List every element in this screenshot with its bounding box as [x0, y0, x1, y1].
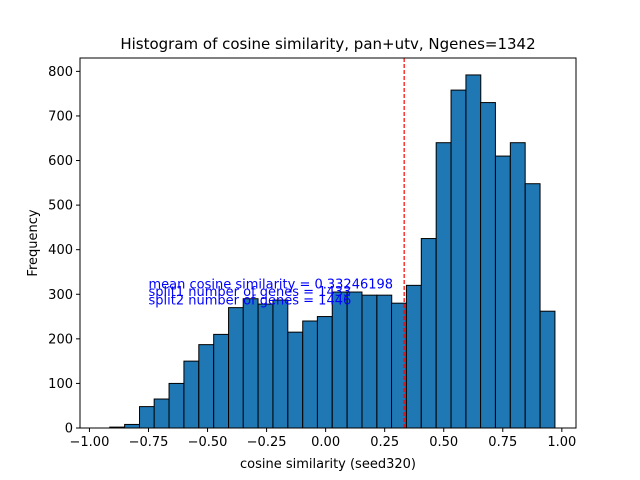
histogram-bar	[139, 406, 155, 429]
histogram-bar	[405, 284, 422, 429]
histogram-bar	[435, 142, 452, 429]
x-tick-label: 0.25	[370, 435, 399, 450]
histogram-bar	[524, 183, 541, 429]
chart-title: Histogram of cosine similarity, pan+utv,…	[120, 35, 535, 53]
annotations-group: mean cosine similarity = 0.33246198split…	[148, 277, 393, 308]
y-tick-label: 0	[65, 422, 73, 437]
histogram-bar	[539, 310, 556, 429]
histogram-bar	[450, 89, 467, 429]
x-tick-label: −0.25	[247, 435, 287, 450]
histogram-bar	[302, 320, 319, 429]
y-tick-label: 600	[48, 154, 73, 169]
y-tick-label: 700	[48, 109, 73, 124]
histogram-bar	[198, 344, 215, 429]
histogram-bar	[331, 291, 348, 429]
histogram-bar	[183, 360, 200, 429]
histogram-bar	[376, 294, 393, 429]
y-tick-label: 100	[48, 377, 73, 392]
histogram-bar	[242, 298, 259, 429]
histogram-bar	[316, 316, 333, 429]
bars-group	[109, 74, 556, 429]
y-tick-label: 300	[48, 288, 73, 303]
annotation-text: mean cosine similarity = 0.33246198	[148, 277, 393, 292]
x-tick-label: −0.75	[129, 435, 169, 450]
x-tick-label: −1.00	[70, 435, 110, 450]
y-tick-label: 500	[48, 199, 73, 214]
histogram-bar	[346, 291, 363, 429]
histogram-bar	[257, 303, 274, 429]
histogram-bar	[228, 307, 244, 429]
histogram-bar	[124, 423, 140, 429]
histogram-bar	[465, 74, 482, 429]
histogram-bar	[272, 299, 289, 429]
histogram-bar	[420, 238, 437, 429]
x-axis-title: cosine similarity (seed320)	[240, 457, 416, 472]
plot-frame	[79, 57, 577, 429]
y-tick-label: 200	[48, 332, 73, 347]
x-tick-label: 1.00	[547, 435, 576, 450]
annotation-text: split1 number of genes = 1433	[148, 285, 351, 300]
x-tick-label: 0.00	[311, 435, 340, 450]
histogram-bar	[494, 155, 511, 429]
histogram-bar	[168, 382, 185, 429]
histogram-bar	[213, 333, 230, 429]
x-tick-label: 0.75	[488, 435, 517, 450]
histogram-bar	[480, 102, 496, 429]
y-axis-title: Frequency	[26, 209, 41, 276]
y-tick-label: 400	[48, 243, 73, 258]
histogram-bar	[509, 142, 526, 429]
x-axis: −1.00 −0.75 −0.50 −0.25 0.00 0.25 0.50 0.75 1.00	[70, 428, 576, 450]
x-tick-label: −0.50	[188, 435, 228, 450]
histogram-bar	[287, 331, 304, 429]
histogram-bar	[361, 294, 378, 429]
annotation-text: split2 number of genes = 1446	[148, 294, 351, 309]
y-axis: 0 100 200 300 400 500 600 700 800	[48, 65, 80, 437]
y-tick-label: 800	[48, 65, 73, 80]
x-tick-label: 0.50	[429, 435, 458, 450]
histogram-bar	[153, 398, 170, 429]
